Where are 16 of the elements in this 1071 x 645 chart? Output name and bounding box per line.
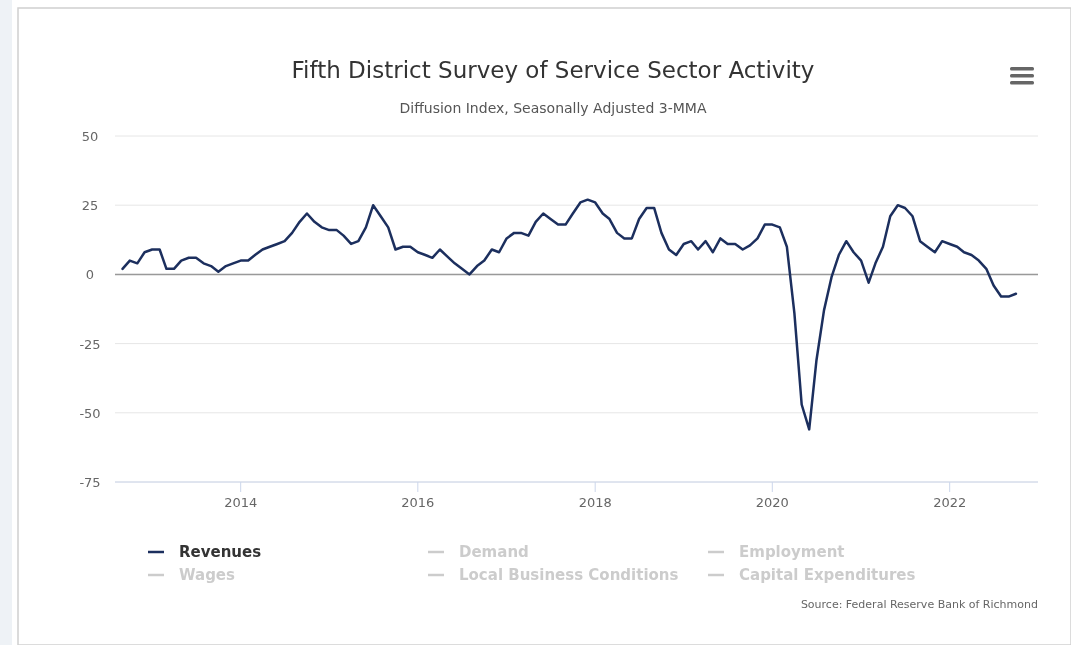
y-tick-label: -25 — [79, 336, 101, 352]
line-series — [121, 198, 1018, 431]
y-tick-label: 50 — [81, 129, 99, 144]
legend-label: Revenues — [179, 543, 262, 561]
x-tick-label: 2020 — [755, 495, 789, 510]
x-tick-label: 2014 — [224, 495, 258, 510]
y-tick-label: 0 — [85, 267, 95, 283]
y-tick-label: -50 — [79, 405, 101, 421]
source-note: Source: Federal Reserve Bank of Richmond — [800, 598, 1038, 611]
y-tick-label: 25 — [81, 198, 99, 214]
x-tick-label: 2018 — [578, 495, 612, 510]
x-tick-label: 2022 — [933, 495, 967, 510]
chart-subtitle: Diffusion Index, Seasonally Adjusted 3-MMA — [399, 100, 707, 116]
x-tick-label: 2016 — [401, 495, 435, 510]
y-tick-label: -75 — [79, 475, 101, 490]
chart-title: Fifth District Survey of Service Sector Activity — [291, 57, 815, 83]
